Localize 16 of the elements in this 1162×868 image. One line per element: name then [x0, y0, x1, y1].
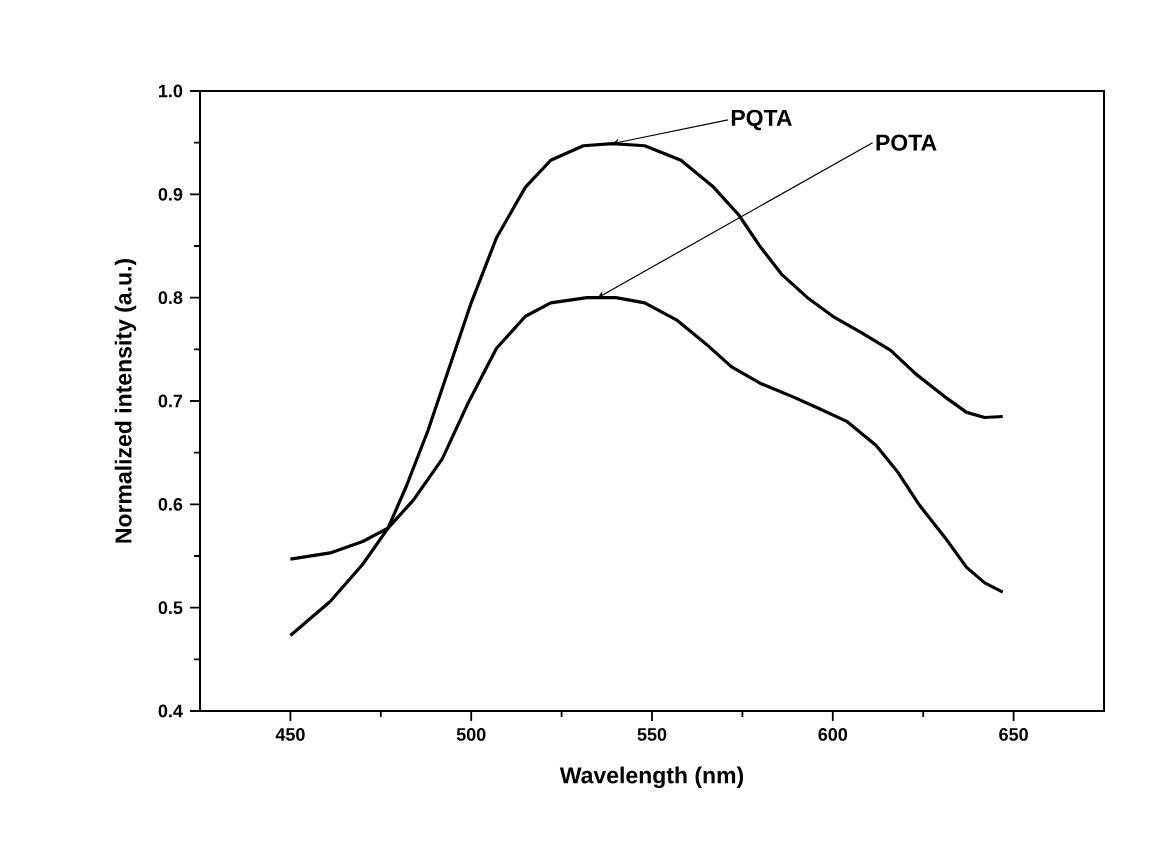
x-tick-label: 600: [818, 728, 848, 741]
x-tick-label: 450: [275, 728, 305, 741]
y-axis-title: Normalized intensity (a.u.): [114, 259, 137, 543]
y-tick-label: 1.0: [159, 84, 183, 98]
y-tick-label: 0.9: [158, 187, 183, 201]
x-tick-label: 500: [456, 728, 486, 741]
y-tick-label: 0.4: [158, 704, 183, 718]
y-tick-label: 0.8: [158, 291, 183, 305]
y-tick-label: 0.5: [158, 601, 183, 615]
x-tick-label: 550: [637, 728, 667, 741]
annotation: POTA: [876, 134, 937, 151]
x-axis-title: Wavelength (nm): [559, 766, 744, 789]
x-tick-label: 650: [999, 728, 1028, 741]
y-tick-label: 0.7: [158, 394, 183, 408]
y-tick-label: 0.6: [158, 497, 183, 511]
annotation: PQTA: [731, 109, 792, 131]
